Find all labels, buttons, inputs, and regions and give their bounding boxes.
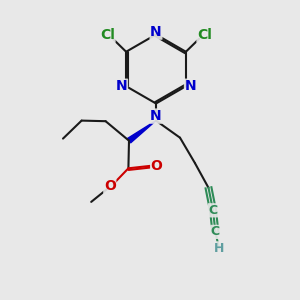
Polygon shape	[128, 121, 156, 143]
Text: Cl: Cl	[100, 28, 115, 42]
Text: N: N	[184, 79, 196, 93]
Text: N: N	[150, 25, 162, 39]
Text: Cl: Cl	[197, 28, 212, 42]
Text: N: N	[150, 109, 162, 123]
Text: C: C	[208, 204, 217, 217]
Text: O: O	[104, 179, 116, 193]
Text: O: O	[151, 159, 163, 173]
Text: C: C	[211, 225, 220, 239]
Text: N: N	[116, 79, 127, 93]
Text: H: H	[214, 242, 224, 255]
